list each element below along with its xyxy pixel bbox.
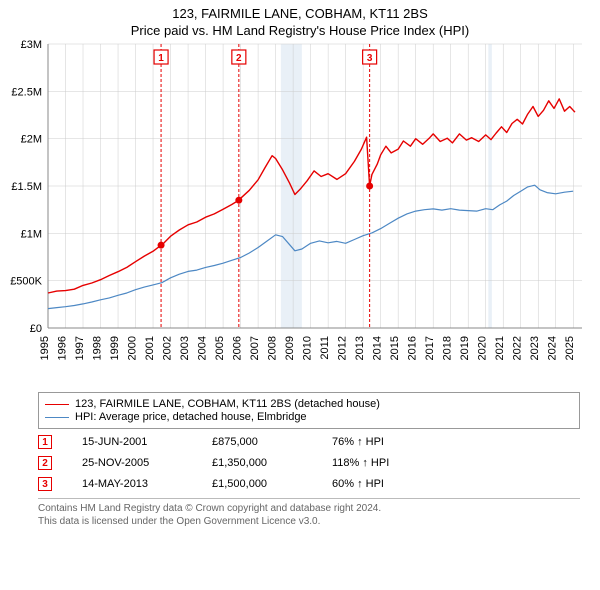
xtick-label: 2013 bbox=[354, 336, 366, 360]
legend-row: HPI: Average price, detached house, Elmb… bbox=[45, 411, 573, 423]
event-date: 25-NOV-2005 bbox=[82, 457, 212, 469]
xtick-label: 2002 bbox=[162, 336, 174, 360]
xtick-label: 2024 bbox=[547, 336, 559, 360]
event-pct: 118% ↑ HPI bbox=[332, 457, 452, 469]
marker-dot-icon bbox=[235, 197, 242, 204]
xtick-label: 2008 bbox=[267, 336, 279, 360]
marker-num: 3 bbox=[367, 53, 373, 64]
events-table: 1 15-JUN-2001 £875,000 76% ↑ HPI 2 25-NO… bbox=[38, 435, 580, 491]
xtick-label: 1999 bbox=[109, 336, 121, 360]
xtick-label: 2019 bbox=[459, 336, 471, 360]
xtick-label: 2016 bbox=[407, 336, 419, 360]
title-sub: Price paid vs. HM Land Registry's House … bbox=[0, 23, 600, 38]
ytick-label: £500K bbox=[10, 276, 42, 288]
ytick-label: £1.5M bbox=[11, 181, 42, 193]
marker-dot-icon bbox=[366, 183, 373, 190]
title-main: 123, FAIRMILE LANE, COBHAM, KT11 2BS bbox=[0, 6, 600, 21]
marker-num: 1 bbox=[158, 53, 164, 64]
event-date: 15-JUN-2001 bbox=[82, 436, 212, 448]
chart-area: £0 £500K £1M £1.5M £2M £2.5M £3M 1995 1996 1997 19… bbox=[0, 38, 600, 388]
xtick-label: 2006 bbox=[232, 336, 244, 360]
price-paid-line bbox=[48, 99, 575, 293]
xtick-label: 2004 bbox=[197, 336, 209, 360]
xtick-label: 2000 bbox=[127, 336, 139, 360]
footer-line-1: Contains HM Land Registry data © Crown c… bbox=[38, 503, 580, 516]
footer-line-2: This data is licensed under the Open Gov… bbox=[38, 516, 580, 529]
event-price: £1,500,000 bbox=[212, 478, 332, 490]
xtick-label: 2018 bbox=[442, 336, 454, 360]
event-row: 2 25-NOV-2005 £1,350,000 118% ↑ HPI bbox=[38, 456, 580, 470]
footer: Contains HM Land Registry data © Crown c… bbox=[38, 498, 580, 528]
xtick-label: 1996 bbox=[57, 336, 69, 360]
event-price: £875,000 bbox=[212, 436, 332, 448]
event-pct: 76% ↑ HPI bbox=[332, 436, 452, 448]
xtick-label: 2012 bbox=[337, 336, 349, 360]
event-marker-icon: 1 bbox=[38, 435, 52, 449]
xtick-label: 2015 bbox=[389, 336, 401, 360]
event-marker-icon: 3 bbox=[38, 477, 52, 491]
marker-dot-icon bbox=[158, 242, 165, 249]
xtick-label: 2007 bbox=[249, 336, 261, 360]
xtick-label: 2010 bbox=[302, 336, 314, 360]
xtick-label: 2025 bbox=[564, 336, 576, 360]
xtick-label: 1997 bbox=[74, 336, 86, 360]
event-pct: 60% ↑ HPI bbox=[332, 478, 452, 490]
xtick-label: 1995 bbox=[39, 336, 51, 360]
legend-label-2: HPI: Average price, detached house, Elmb… bbox=[75, 411, 307, 423]
xtick-label: 2009 bbox=[284, 336, 296, 360]
legend-label-1: 123, FAIRMILE LANE, COBHAM, KT11 2BS (de… bbox=[75, 398, 380, 410]
xtick-label: 2001 bbox=[144, 336, 156, 360]
xtick-label: 2021 bbox=[494, 336, 506, 360]
xtick-label: 2003 bbox=[179, 336, 191, 360]
event-row: 3 14-MAY-2013 £1,500,000 60% ↑ HPI bbox=[38, 477, 580, 491]
event-date: 14-MAY-2013 bbox=[82, 478, 212, 490]
xtick-label: 2022 bbox=[512, 336, 524, 360]
event-marker-icon: 2 bbox=[38, 456, 52, 470]
ytick-label: £2M bbox=[21, 134, 42, 146]
legend-row: 123, FAIRMILE LANE, COBHAM, KT11 2BS (de… bbox=[45, 398, 573, 410]
ytick-label: £2.5M bbox=[11, 86, 42, 98]
xtick-label: 2023 bbox=[529, 336, 541, 360]
ytick-label: £3M bbox=[21, 39, 42, 51]
xtick-label: 2005 bbox=[214, 336, 226, 360]
ytick-label: £1M bbox=[21, 228, 42, 240]
ytick-label: £0 bbox=[30, 323, 42, 335]
container: 123, FAIRMILE LANE, COBHAM, KT11 2BS Pri… bbox=[0, 0, 600, 590]
titles: 123, FAIRMILE LANE, COBHAM, KT11 2BS Pri… bbox=[0, 0, 600, 38]
legend-swatch-1 bbox=[45, 404, 69, 405]
xtick-label: 2017 bbox=[424, 336, 436, 360]
xtick-label: 1998 bbox=[92, 336, 104, 360]
xtick-label: 2014 bbox=[372, 336, 384, 360]
event-row: 1 15-JUN-2001 £875,000 76% ↑ HPI bbox=[38, 435, 580, 449]
event-price: £1,350,000 bbox=[212, 457, 332, 469]
marker-num: 2 bbox=[236, 53, 242, 64]
legend-swatch-2 bbox=[45, 417, 69, 418]
legend-box: 123, FAIRMILE LANE, COBHAM, KT11 2BS (de… bbox=[38, 392, 580, 429]
xtick-label: 2011 bbox=[319, 336, 331, 360]
chart-svg: £0 £500K £1M £1.5M £2M £2.5M £3M 1995 1996 1997 19… bbox=[0, 38, 600, 388]
xtick-label: 2020 bbox=[477, 336, 489, 360]
